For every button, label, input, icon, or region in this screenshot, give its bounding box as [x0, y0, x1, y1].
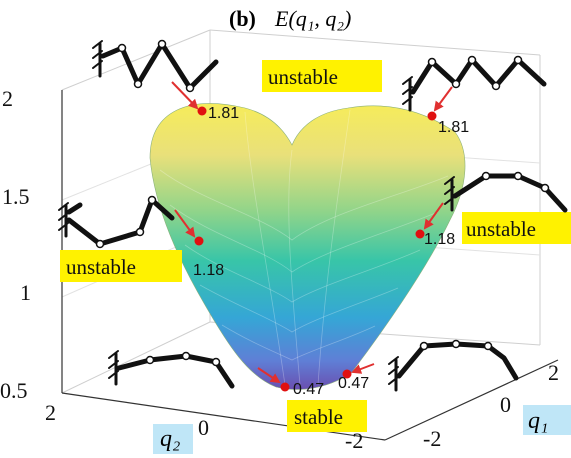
q2-tick-neg2: -2 [345, 428, 363, 453]
q2-axis-label: q₂ [160, 426, 180, 452]
q2-label-highlight [153, 424, 193, 454]
q1-tick-neg2: -2 [423, 426, 441, 451]
q2-tick-0: 0 [198, 415, 209, 440]
bottom-left-value: 0.47 [293, 381, 324, 398]
unstable-top-label: unstable [268, 65, 338, 89]
stable-label: stable [294, 405, 343, 429]
stable-highlight [287, 400, 367, 432]
q1-tick-2: 2 [548, 360, 559, 385]
mid-right-marker [415, 202, 444, 239]
q1-axis-label: q₁ [528, 408, 548, 434]
unstable-left-label: unstable [66, 255, 136, 279]
unstable-right-highlight [462, 212, 571, 244]
unstable-top-highlight [262, 60, 382, 92]
top-right-value: 1.81 [438, 119, 469, 136]
panel-label: (b) [229, 6, 256, 31]
mid-left-value: 1.18 [193, 262, 224, 279]
energy-surface [149, 103, 466, 390]
bottom-right-marker [342, 363, 375, 379]
linkage-mid-left-icon [58, 195, 175, 249]
linkage-bottom-left-icon [108, 350, 235, 389]
unstable-right-label: unstable [466, 217, 536, 241]
z-tick-2: 2 [2, 86, 13, 111]
axis-front [61, 90, 559, 441]
bottom-left-marker [257, 367, 290, 392]
top-left-marker [171, 81, 207, 116]
q1-tick-0: 0 [500, 392, 511, 417]
linkage-mid-right-icon [444, 171, 568, 213]
unstable-left-highlight [60, 250, 182, 282]
z-tick-1-5: 1.5 [2, 184, 30, 209]
q1-label-highlight [523, 405, 571, 435]
bottom-right-value: 0.47 [338, 375, 369, 392]
linkage-top-right-icon [402, 55, 547, 112]
z-tick-1: 1 [20, 280, 31, 305]
top-right-marker [427, 86, 453, 121]
function-label: E(q₁, q₂) [274, 6, 351, 31]
linkage-top-left-icon [92, 39, 219, 93]
mid-right-value: 1.18 [424, 231, 455, 248]
z-tick-0-5: 0.5 [0, 378, 28, 403]
top-left-value: 1.81 [208, 105, 239, 122]
linkage-bottom-right-icon [388, 339, 519, 392]
mid-left-marker [174, 209, 204, 246]
q2-tick-2: 2 [45, 400, 56, 425]
